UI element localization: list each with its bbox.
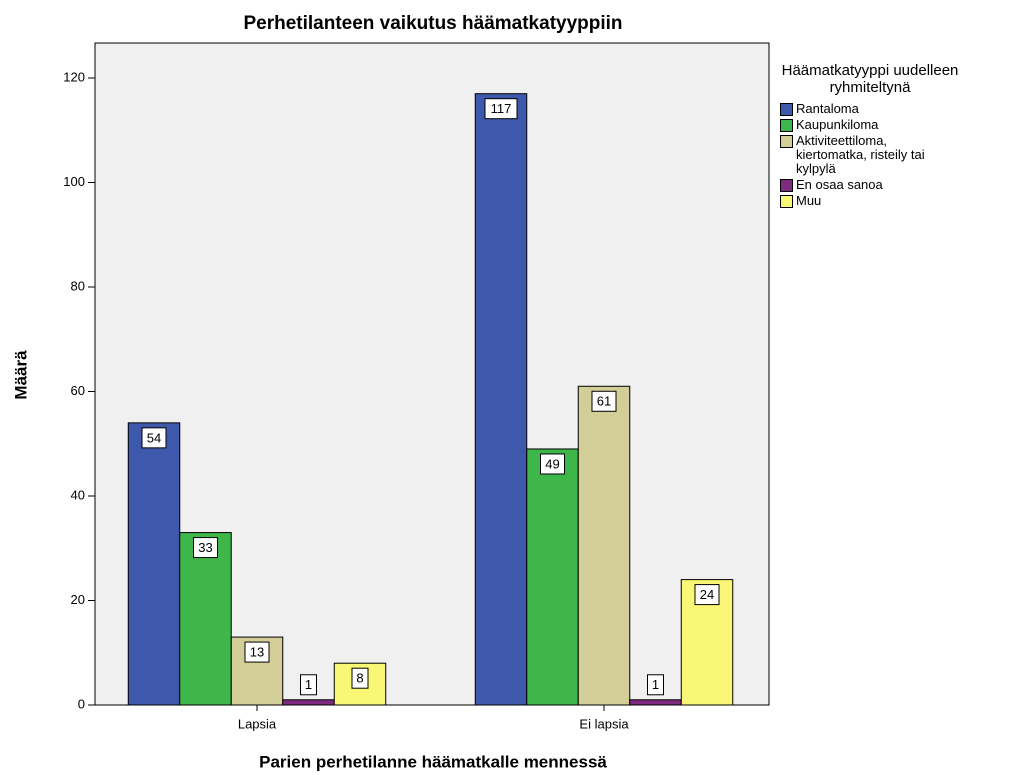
label-box: [591, 390, 617, 412]
label-box: [647, 674, 664, 696]
value-label: 49: [545, 456, 559, 471]
legend-item: Rantaloma: [780, 102, 1025, 116]
y-tick-label: 80: [71, 278, 85, 293]
label-box: [351, 667, 369, 689]
legend-item: Kaupunkiloma: [780, 118, 1025, 132]
bar: [282, 699, 335, 706]
value-label: 61: [597, 394, 611, 409]
legend-label: Muu: [796, 193, 822, 208]
legend-swatch: [780, 103, 793, 116]
y-tick-label: 100: [63, 174, 85, 189]
label-box: [300, 674, 317, 696]
legend-swatch: [780, 135, 793, 148]
bar: [577, 385, 631, 706]
legend-item: Aktiviteettiloma, kiertomatka, risteily …: [780, 134, 1025, 176]
label-box: [141, 427, 167, 449]
value-label: 117: [491, 101, 512, 116]
bar: [526, 448, 579, 706]
y-axis-title: Määrä: [11, 350, 30, 400]
x-tick-label: Lapsia: [238, 716, 277, 731]
legend-item: En osaa sanoa: [780, 178, 1025, 192]
value-label: 1: [652, 677, 659, 692]
legend-label: Aktiviteettiloma, kiertomatka, risteily …: [796, 133, 925, 176]
bar: [179, 532, 232, 706]
legend-swatch: [780, 179, 793, 192]
value-label: 24: [700, 587, 714, 602]
value-label: 54: [147, 430, 161, 445]
legend-label: En osaa sanoa: [796, 177, 883, 192]
bar: [629, 699, 682, 706]
value-label: 8: [356, 671, 363, 686]
label-box: [694, 584, 720, 606]
label-box: [244, 641, 270, 663]
legend-item: Muu: [780, 194, 1025, 208]
legend-swatch: [780, 119, 793, 132]
y-tick-label: 120: [63, 69, 85, 84]
legend-label: Kaupunkiloma: [796, 117, 879, 132]
y-tick-label: 20: [71, 592, 85, 607]
x-tick-label: Ei lapsia: [579, 716, 629, 731]
legend-label: Rantaloma: [796, 101, 859, 116]
label-box: [540, 453, 565, 475]
y-tick-label: 60: [71, 383, 85, 398]
y-tick-label: 0: [78, 696, 85, 711]
bar: [127, 422, 181, 706]
value-label: 33: [198, 540, 212, 555]
value-label: 13: [250, 645, 264, 660]
bar: [474, 93, 528, 706]
y-tick-label: 40: [71, 487, 85, 502]
legend-swatch: [780, 195, 793, 208]
label-box: [484, 98, 518, 120]
label-box: [193, 537, 218, 559]
legend: Häämatkatyyppi uudelleen ryhmiteltynä Ra…: [780, 62, 1025, 210]
chart-title: Perhetilanteen vaikutus häämatkatyyppiin: [243, 13, 622, 34]
legend-title: Häämatkatyyppi uudelleen ryhmiteltynä: [781, 62, 959, 96]
x-axis-title: Parien perhetilanne häämatkalle mennessä: [259, 752, 607, 771]
value-label: 1: [305, 677, 312, 692]
